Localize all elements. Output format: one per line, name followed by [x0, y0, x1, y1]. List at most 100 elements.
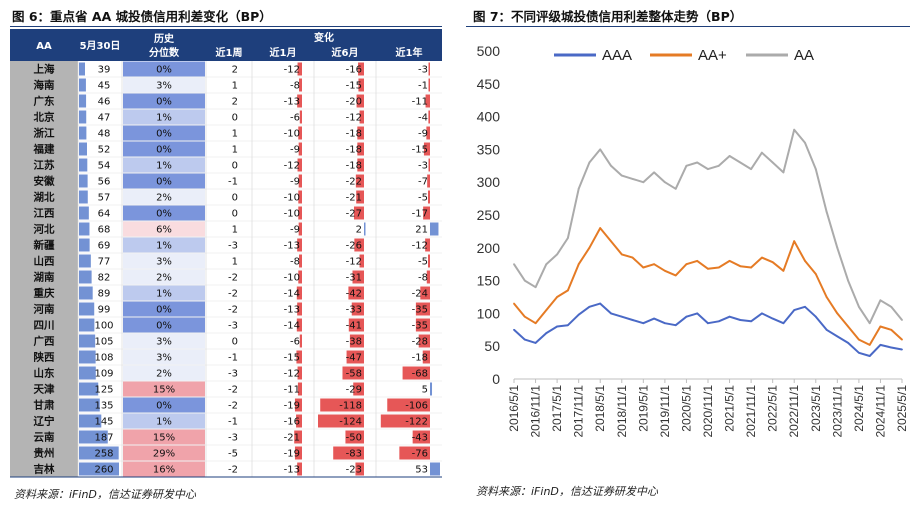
change-m1-text: -10 — [284, 273, 300, 284]
percentile-text: 0% — [156, 97, 172, 108]
right-figure-title: 图 7：不同评级城投债信用利差整体走势（BP） — [473, 9, 743, 24]
change-m6-bar — [358, 78, 364, 92]
value-text: 125 — [94, 385, 113, 396]
spread-trend-chart: 0 50 100 150 200 250 300 350 400 450 500 2016/5/1 20… — [477, 43, 909, 438]
percentile-text: 1% — [156, 113, 172, 124]
province-cell — [10, 365, 78, 381]
change-1w-text: -2 — [228, 289, 238, 300]
header-percentile-2: 分位数 — [149, 46, 180, 59]
change-1w-text: -3 — [228, 369, 238, 380]
data-point-aaplus — [577, 263, 580, 266]
percentile-text: 0% — [156, 65, 172, 76]
data-point-aaplus — [857, 338, 860, 341]
percentile-cell — [123, 445, 205, 461]
data-point-aaa — [857, 351, 860, 354]
x-tick-label: 2019/5/1 — [636, 385, 650, 432]
change-y1-bar — [399, 446, 430, 460]
change-1w-text: 0 — [232, 337, 238, 348]
y-tick-label: 450 — [477, 76, 501, 92]
x-tick-label: 2023/5/1 — [809, 385, 823, 432]
value-text: 39 — [98, 65, 111, 76]
y-tick-label: 350 — [477, 141, 501, 157]
data-point-aa — [750, 168, 753, 170]
change-m6-text: -124 — [339, 417, 362, 428]
percentile-cell — [123, 317, 205, 333]
change-m6-bar — [346, 350, 364, 364]
data-point-aaplus — [771, 261, 774, 264]
table-row: 湖北 57 2% 0 -10 -21 -5 — [10, 189, 442, 206]
change-m1-bar — [299, 110, 302, 124]
province-name: 安徽 — [34, 175, 55, 188]
change-y1-bar — [430, 462, 440, 476]
value-text: 54 — [98, 161, 111, 172]
change-m1-text: -14 — [284, 321, 300, 332]
change-y1-text: -3 — [418, 65, 428, 76]
province-cell — [10, 413, 78, 429]
data-point-aaplus — [696, 260, 699, 262]
change-y1-bar — [430, 222, 439, 236]
percentile-cell — [123, 189, 205, 205]
change-y1-bar — [380, 414, 430, 428]
province-cell — [10, 109, 78, 125]
change-y1-text: -35 — [412, 305, 428, 316]
change-m6-text: -12 — [346, 113, 362, 124]
percentile-cell — [123, 301, 205, 317]
data-point-aaa — [556, 325, 559, 328]
province-cell — [10, 349, 78, 365]
province-name: 江苏 — [34, 159, 55, 172]
change-1w-text: -1 — [228, 417, 238, 428]
value-text: 135 — [94, 401, 113, 412]
data-point-aaa — [663, 322, 666, 325]
province-name: 新疆 — [34, 239, 55, 252]
x-tick-label: 2016/11/1 — [529, 385, 543, 438]
data-point-aaplus — [685, 263, 688, 266]
data-point-aa — [685, 164, 688, 167]
change-m1-bar — [296, 318, 302, 332]
change-y1-bar — [428, 78, 430, 92]
change-m6-text: -29 — [346, 385, 362, 396]
table-row: 贵州 258 29% -5 -19 -83 -76 — [10, 445, 442, 462]
change-1w-text: 2 — [232, 97, 238, 108]
change-y1-text: -9 — [418, 129, 428, 140]
change-m6-text: -20 — [346, 97, 362, 108]
change-y1-bar — [418, 334, 430, 348]
percentile-text: 1% — [156, 289, 172, 300]
data-point-aaa — [739, 319, 742, 321]
percentile-cell — [123, 333, 205, 349]
percentile-cell — [123, 349, 205, 365]
change-1w-text: -2 — [228, 385, 238, 396]
percentile-cell — [123, 429, 205, 445]
percentile-cell — [123, 173, 205, 189]
change-m1-text: -13 — [284, 241, 300, 252]
change-m6-text: -18 — [346, 145, 362, 156]
x-tick-label: 2025/5/1 — [895, 385, 909, 432]
change-m1-bar — [299, 254, 302, 268]
percentile-text: 1% — [156, 241, 172, 252]
value-bar — [79, 158, 88, 172]
data-point-aaa — [771, 317, 774, 320]
province-name: 江西 — [34, 207, 55, 220]
change-m6-bar — [345, 430, 364, 444]
table-row: 新疆 69 1% -3 -13 -26 -12 — [10, 237, 442, 254]
province-cell — [10, 237, 78, 253]
series-line-aaplus — [513, 227, 903, 346]
change-y1-bar — [423, 206, 430, 220]
percentile-cell — [123, 253, 205, 269]
data-point-aaa — [523, 338, 526, 341]
percentile-text: 0% — [156, 305, 172, 316]
value-bar — [79, 398, 100, 412]
header-change-group: 变化 — [314, 31, 334, 44]
data-point-aaplus — [760, 256, 763, 259]
change-1w-text: -2 — [228, 465, 238, 476]
percentile-text: 6% — [156, 225, 172, 236]
data-point-aaa — [513, 328, 515, 331]
change-y1-text: -76 — [412, 449, 428, 460]
change-y1-text: -43 — [412, 433, 428, 444]
change-m1-bar — [298, 142, 302, 156]
province-name: 吉林 — [34, 463, 55, 476]
change-y1-text: -11 — [412, 97, 428, 108]
change-y1-text: -3 — [418, 161, 428, 172]
percentile-text: 0% — [156, 401, 172, 412]
y-tick-label: 50 — [484, 338, 500, 354]
change-m6-bar — [352, 270, 364, 284]
